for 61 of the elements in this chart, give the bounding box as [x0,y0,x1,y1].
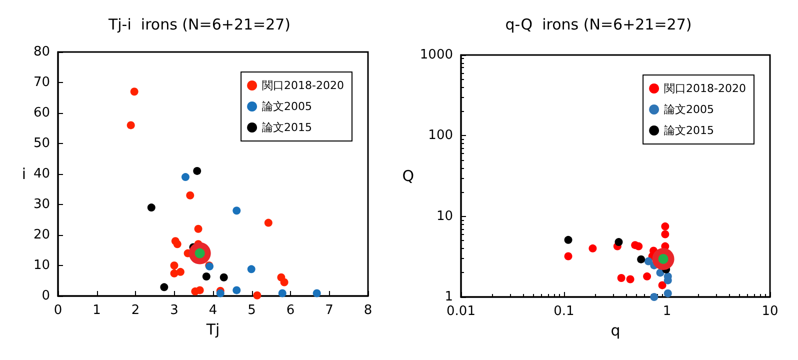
x-tick-label: 0.01 [446,304,476,319]
y-tick-label: 60 [33,106,50,120]
x-tick-label: 0.1 [554,304,574,319]
y-tick-label: 0 [42,288,50,304]
point [280,278,288,286]
legend-label: 論文2005 [262,100,312,113]
x-tick-label: 6 [286,303,295,318]
x-tick-label: 1 [662,304,672,319]
y-tick-label: 100 [428,128,453,144]
legend-label: 論文2005 [664,103,714,116]
x-axis-title: Tj [205,320,220,338]
point [194,224,202,233]
point [247,265,256,274]
point [202,272,210,280]
point [216,289,224,298]
x-tick-label: 4 [208,303,218,318]
y-tick-label: 20 [33,228,50,242]
legend-label: 関口2018-2020 [262,79,344,92]
y-tick-label: 50 [33,136,50,151]
x-tick-label: 2 [131,303,140,318]
point [126,121,135,130]
point [173,240,182,248]
point [181,173,190,182]
point [193,166,202,175]
y-axis-title: i [22,165,26,183]
point [176,268,184,276]
point [130,88,138,96]
point [160,283,168,292]
y-tick-label: 1 [444,290,453,304]
x-tick-label: 1 [92,303,101,318]
point [232,286,241,294]
x-tick-label: 8 [364,303,372,318]
x-tick-label: 0 [54,303,62,318]
x-tick-label: 3 [170,303,178,318]
point [220,273,228,282]
y-tick-label: 80 [33,44,50,60]
point [170,262,178,270]
chart-title: q-Q irons (N=6+21=27) [505,16,692,34]
point [278,289,286,298]
x-tick-label: 5 [248,303,256,318]
legend-label: 関口2018-2020 [664,82,746,95]
legend-label: 論文2015 [664,124,714,137]
chart-title: Tj-i irons (N=6+21=27) [107,16,291,34]
point [264,218,272,227]
y-tick-label: 10 [436,208,453,224]
y-tick-label: 1000 [420,48,453,62]
point [147,204,156,212]
point [312,289,321,298]
x-axis-title: q [610,321,620,340]
x-tick-label: 7 [325,303,334,318]
y-tick-label: 70 [33,75,50,90]
y-tick-label: 10 [33,258,50,273]
point [196,286,204,294]
point [253,291,262,300]
legend-label: 論文2015 [262,121,312,134]
y-tick-label: 40 [33,166,50,182]
point [232,206,241,215]
y-tick-label: 30 [33,197,50,212]
point [186,191,194,200]
x-tick-label: 10 [762,304,778,319]
y-axis-title: Q [402,167,414,185]
